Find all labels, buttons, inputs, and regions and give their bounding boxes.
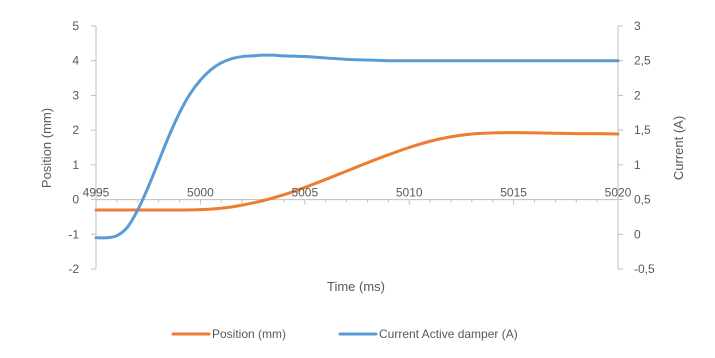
- x-tick-label: 5015: [500, 186, 527, 200]
- right-y-tick-label: 3: [634, 19, 641, 33]
- legend: Position (mm) Current Active damper (A): [171, 327, 518, 341]
- left-y-tick-label: 3: [72, 88, 79, 102]
- right-y-tick-label: -0,5: [634, 262, 655, 276]
- right-y-tick-label: 2,5: [634, 54, 651, 68]
- left-y-tick-label: 5: [72, 19, 79, 33]
- series-line-current: [94, 53, 620, 240]
- left-y-tick-label: 1: [72, 158, 79, 172]
- series-layer: [94, 53, 620, 240]
- x-tick-label: 5010: [396, 186, 423, 200]
- right-y-tick-label: 2: [634, 88, 641, 102]
- right-y-tick-label: 0,5: [634, 193, 651, 207]
- right-y-tick-label: 1: [634, 158, 641, 172]
- left-y-tick-label: 4: [72, 54, 79, 68]
- x-tick-label: 5000: [187, 186, 214, 200]
- x-axis-title: Time (ms): [327, 279, 385, 294]
- left-y-tick-label: 2: [72, 123, 79, 137]
- left-y-tick-label: 0: [72, 193, 79, 207]
- right-y-tick-label: 1,5: [634, 123, 651, 137]
- tick-labels: 4995 5000 5005 5010 5015 5020 -2 -1 0 1 2 3 4 5 -0,5 0 0…: [68, 19, 655, 276]
- right-y-tick-label: 0: [634, 227, 641, 241]
- x-tick-label: 5020: [605, 186, 632, 200]
- left-y-axis-title: Position (mm): [39, 108, 54, 188]
- left-y-tick-label: -2: [68, 262, 79, 276]
- left-y-tick-label: -1: [68, 227, 79, 241]
- series-line-position: [94, 131, 620, 212]
- legend-label-current: Current Active damper (A): [379, 327, 518, 341]
- right-y-axis-title: Current (A): [671, 116, 686, 180]
- x-tick-label: 5005: [291, 186, 318, 200]
- x-tick-label: 4995: [83, 186, 110, 200]
- legend-label-position: Position (mm): [212, 327, 286, 341]
- axes: [91, 25, 623, 270]
